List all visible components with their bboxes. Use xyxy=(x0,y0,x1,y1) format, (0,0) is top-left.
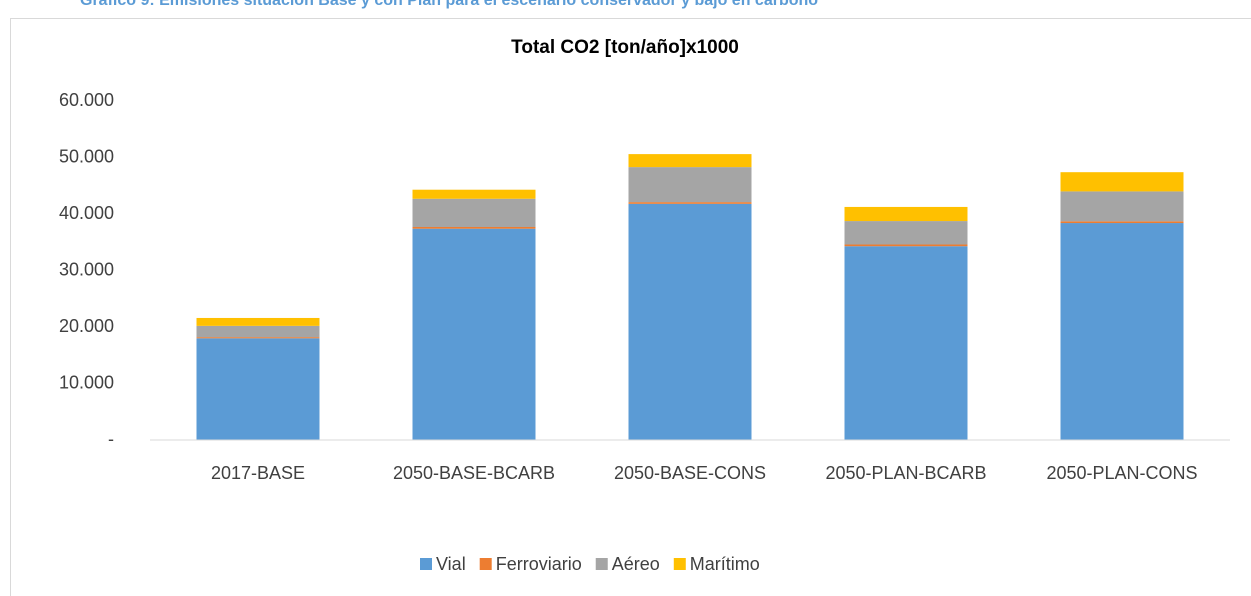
y-tick-label: 40.000 xyxy=(59,203,114,223)
y-tick-label: 50.000 xyxy=(59,146,114,166)
bar-segment xyxy=(844,221,968,245)
bar-segment xyxy=(628,167,752,203)
legend-swatch xyxy=(420,558,432,570)
bar-segment xyxy=(1060,191,1184,222)
bar-segment xyxy=(196,325,320,338)
chart-title: Total CO2 [ton/año]x1000 xyxy=(511,37,739,58)
x-tick-label: 2050-PLAN-BCARB xyxy=(825,463,986,483)
bar-segment xyxy=(412,228,536,440)
bar-segment xyxy=(412,198,536,227)
chart-border xyxy=(10,18,1251,596)
y-tick-label: - xyxy=(108,429,114,449)
bar-segment xyxy=(628,203,752,440)
bar-segment xyxy=(1060,223,1184,440)
legend-label: Vial xyxy=(436,554,466,574)
legend-label: Ferroviario xyxy=(496,554,582,574)
bar-segment xyxy=(1060,172,1184,192)
bar-segment xyxy=(844,246,968,440)
x-tick-label: 2050-PLAN-CONS xyxy=(1046,463,1197,483)
x-tick-label: 2050-BASE-BCARB xyxy=(393,463,555,483)
legend-swatch xyxy=(479,558,492,570)
legend-swatch xyxy=(595,558,608,570)
y-tick-label: 10.000 xyxy=(59,372,114,392)
bar-segment xyxy=(628,154,752,168)
y-tick-label: 20.000 xyxy=(59,316,114,336)
legend-label: Marítimo xyxy=(690,554,760,574)
bar-segment xyxy=(1060,221,1184,224)
bar-segment xyxy=(196,338,320,440)
bar-segment xyxy=(412,189,536,199)
legend-swatch xyxy=(673,558,686,570)
bar-segment xyxy=(412,226,536,229)
bar-segment xyxy=(844,244,968,247)
x-tick-label: 2050-BASE-CONS xyxy=(614,463,766,483)
bar-segment xyxy=(196,317,320,326)
caption: Gráfico 9: Emisiones situación Base y co… xyxy=(80,0,818,9)
y-tick-label: 60.000 xyxy=(59,90,114,110)
legend-label: Aéreo xyxy=(612,554,660,574)
bar-segment xyxy=(844,206,968,222)
y-tick-label: 30.000 xyxy=(59,259,114,279)
bar-segment xyxy=(196,337,320,339)
bar-segment xyxy=(628,202,752,204)
x-tick-label: 2017-BASE xyxy=(211,463,305,483)
